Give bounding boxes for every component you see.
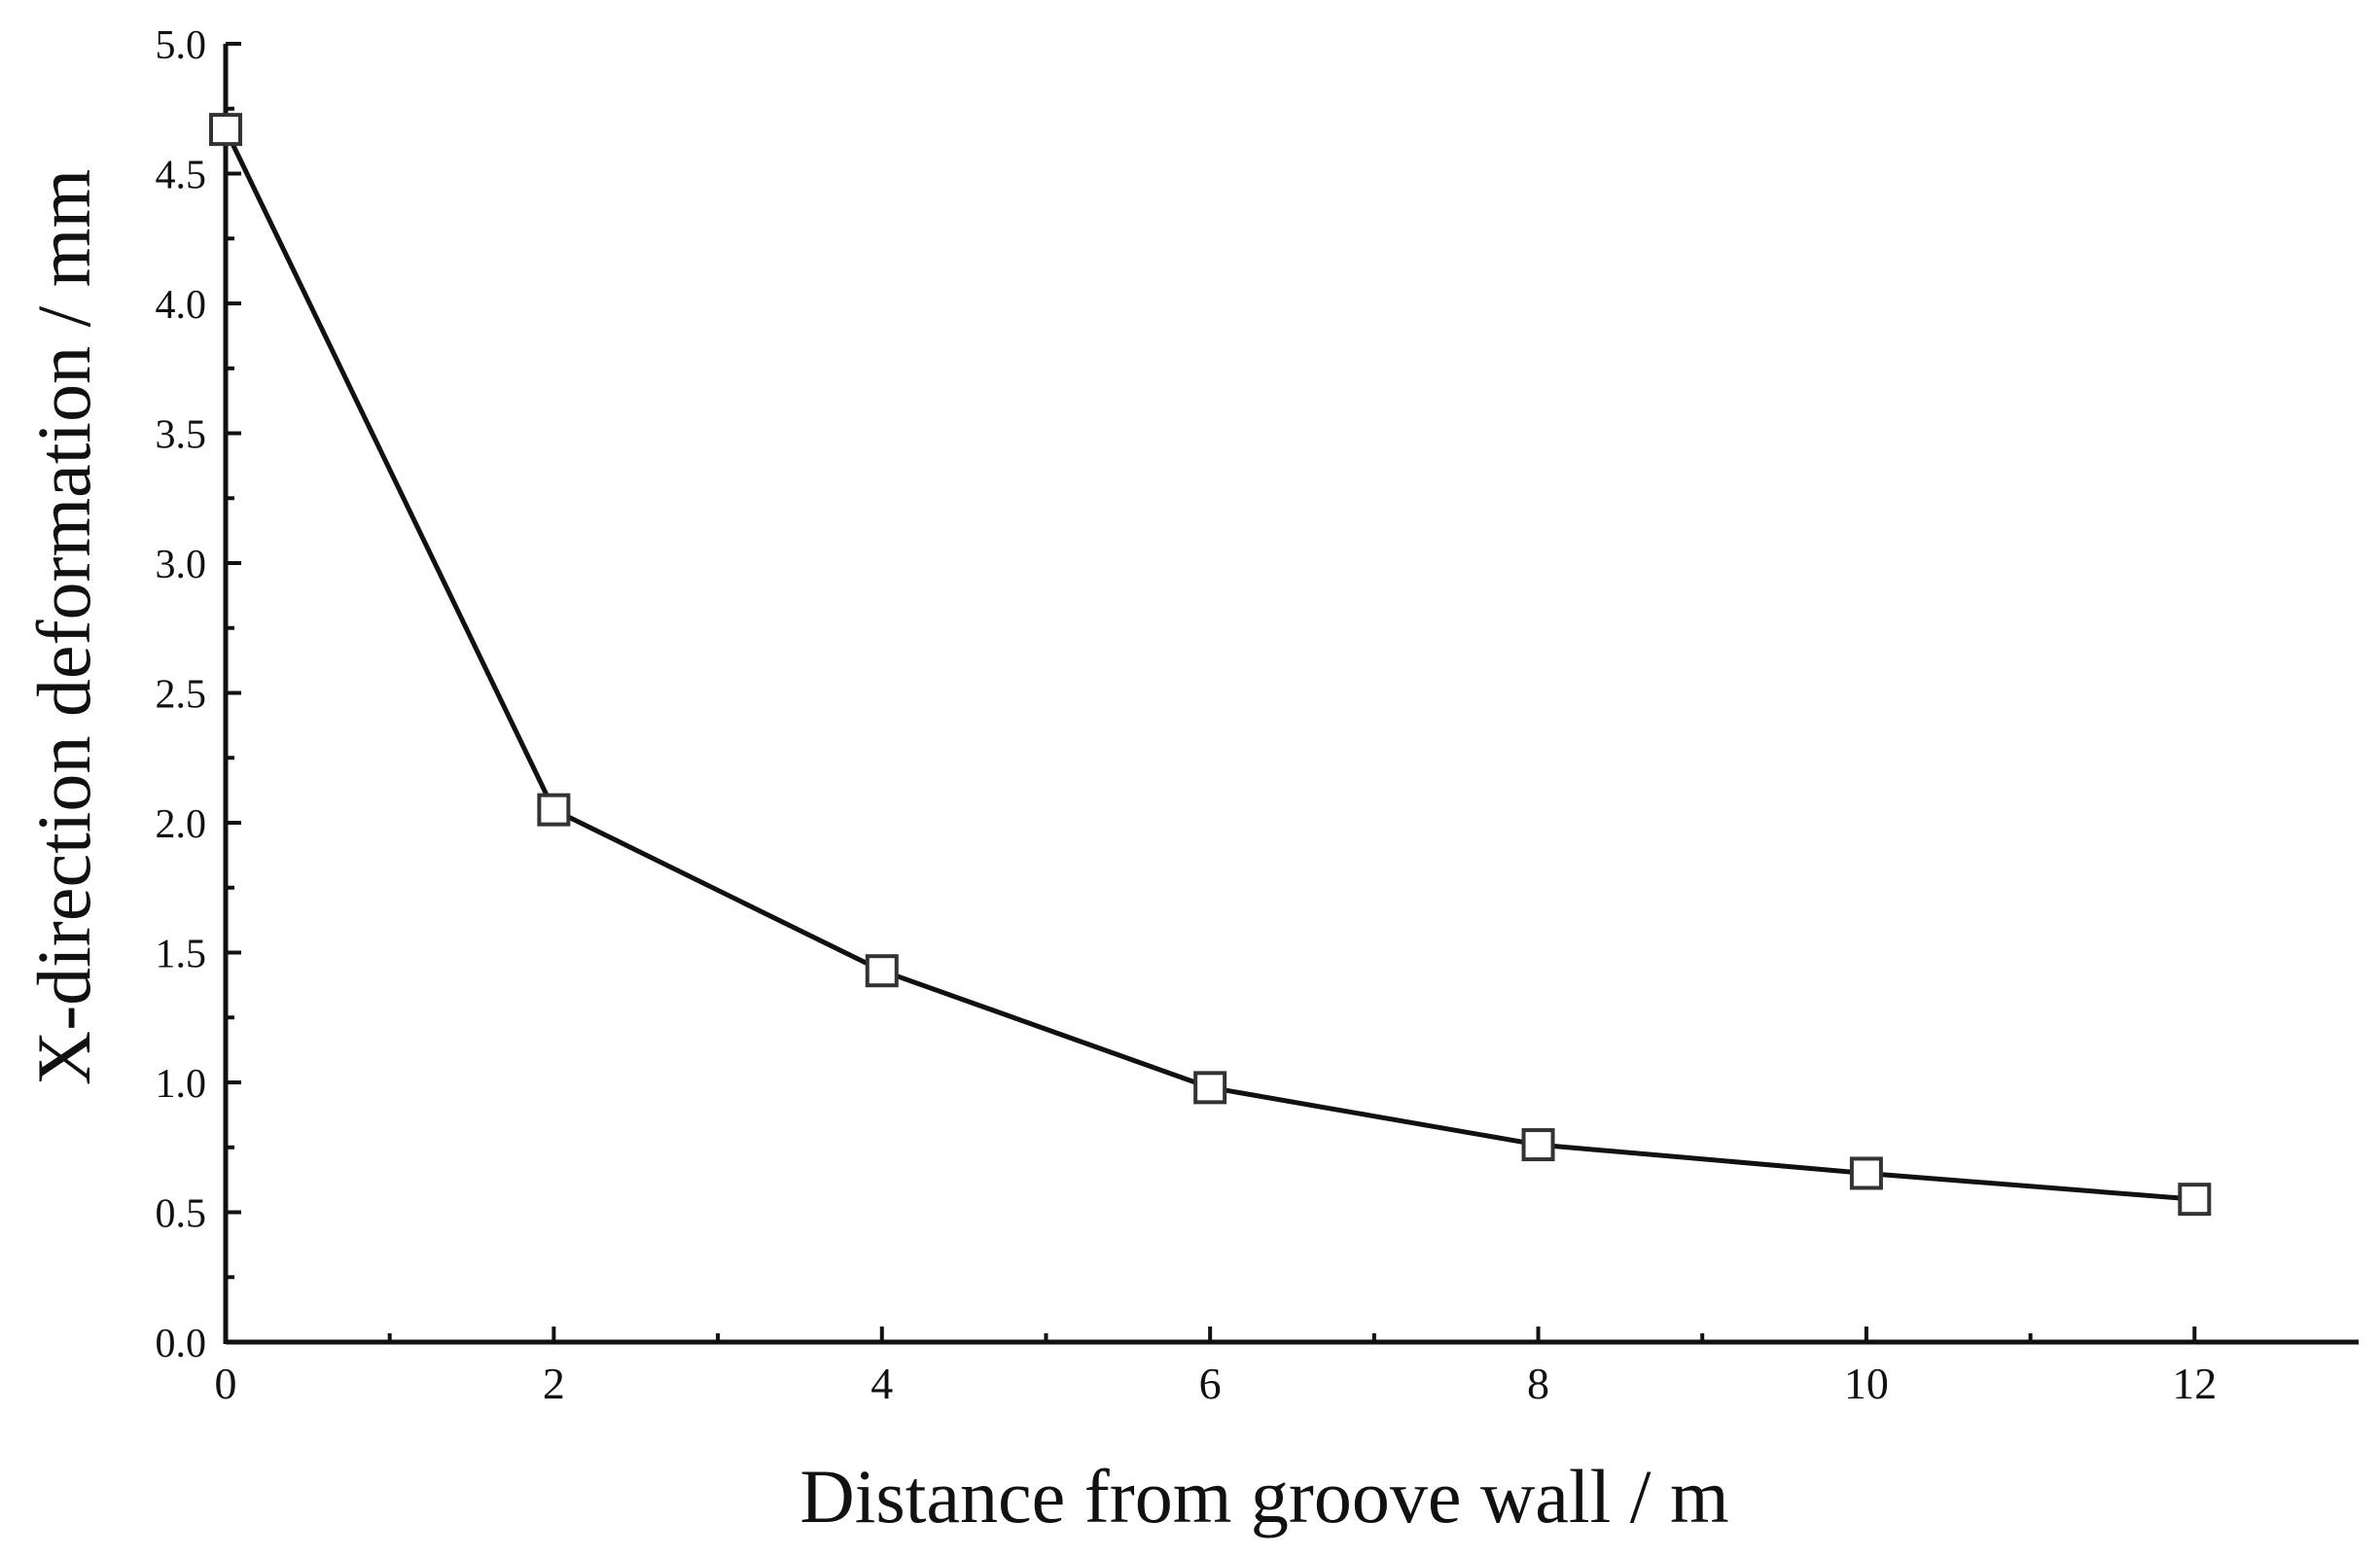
series-layer <box>209 113 2212 1217</box>
x-tick-label: 0 <box>215 1359 237 1408</box>
y-tick-label: 4.5 <box>156 154 207 198</box>
data-point-marker <box>209 113 242 147</box>
y-tick-label: 1.5 <box>156 933 207 977</box>
y-axis-label: X-direction deformation / mm <box>21 169 106 1085</box>
x-tick-label: 8 <box>1527 1359 1549 1408</box>
y-tick-label: 0.0 <box>156 1322 207 1366</box>
x-tick-label: 2 <box>543 1359 565 1408</box>
axes-layer <box>223 44 2359 1345</box>
x-tick-label: 12 <box>2172 1359 2217 1408</box>
ticks-layer: 0 2 4 6 8 10 12 0.0 0.5 1.0 1.5 2.0 2.5 3.0 3.5 4.0 4.5 5… <box>156 23 2218 1408</box>
data-point-marker <box>2178 1183 2212 1217</box>
y-tick-label: 0.5 <box>156 1192 207 1237</box>
y-tick-label: 3.0 <box>156 543 207 587</box>
y-tick-label: 5.0 <box>156 23 207 68</box>
y-tick-label: 3.5 <box>156 413 207 458</box>
data-point-marker <box>1849 1156 1883 1190</box>
data-point-marker <box>1521 1128 1555 1162</box>
y-tick-label: 2.0 <box>156 802 207 847</box>
x-tick-label: 4 <box>870 1359 893 1408</box>
x-tick-label: 6 <box>1199 1359 1222 1408</box>
y-tick-label: 2.5 <box>156 673 207 718</box>
y-tick-label: 4.0 <box>156 283 207 328</box>
labels-layer: Distance from groove wall / m X-directio… <box>21 169 1729 1539</box>
y-tick-label: 1.0 <box>156 1062 207 1107</box>
data-point-marker <box>1193 1071 1227 1105</box>
data-point-marker <box>865 954 899 988</box>
x-axis-label: Distance from groove wall / m <box>799 1454 1728 1539</box>
series-line <box>223 128 2195 1202</box>
data-point-marker <box>537 793 571 827</box>
x-tick-label: 10 <box>1844 1359 1889 1408</box>
